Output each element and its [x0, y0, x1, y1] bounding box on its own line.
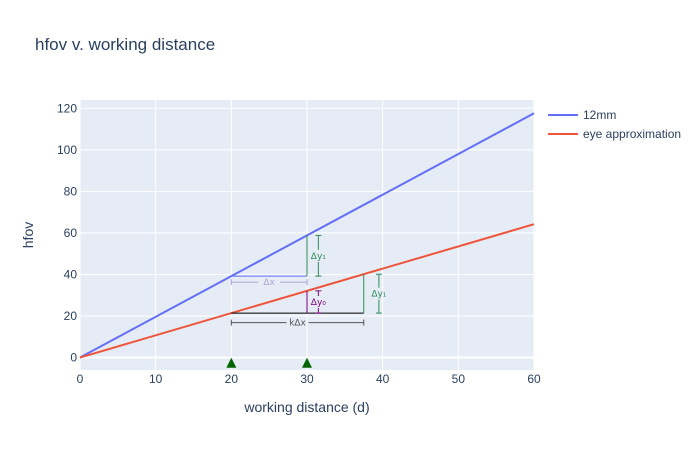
- annotation-label: Δy₀: [311, 298, 326, 308]
- x-tick-label: 30: [300, 372, 314, 386]
- x-tick-label: 60: [527, 372, 541, 386]
- annotation-bracket: kΔx: [230, 319, 365, 329]
- annotation-label: Δx: [263, 278, 275, 288]
- x-axis-title: working distance (d): [243, 399, 369, 415]
- annotation-layer: Δx Δy₁ Δy₀ Δy₁ kΔx: [230, 234, 387, 329]
- series-line: [79, 112, 535, 359]
- legend-label: 12mm: [583, 108, 616, 122]
- x-tick-label: 0: [77, 372, 84, 386]
- x-axis-ticks: 0 10 20 30 40 50 60: [77, 372, 541, 386]
- legend-item[interactable]: 12mm: [548, 108, 616, 122]
- annotation-bracket: Δy₁: [371, 273, 387, 314]
- y-tick-label: 100: [57, 143, 77, 157]
- x-tick-label: 40: [376, 372, 390, 386]
- marker-triangle: [226, 357, 237, 368]
- y-tick-label: 80: [64, 184, 78, 198]
- y-tick-label: 60: [64, 226, 78, 240]
- annotation-label: Δy₁: [371, 290, 386, 300]
- y-axis-title: hfov: [20, 222, 36, 248]
- marker-triangle: [302, 357, 312, 368]
- y-tick-label: 40: [64, 267, 78, 281]
- annotation-label: Δy₁: [311, 252, 326, 262]
- annotation-bracket: Δy₁: [311, 234, 326, 277]
- x-tick-label: 10: [149, 372, 163, 386]
- annotation-lines: [231, 235, 365, 314]
- legend-item[interactable]: eye approximation: [548, 127, 681, 141]
- x-tick-label: 50: [452, 372, 466, 386]
- x-tick-label: 20: [225, 372, 239, 386]
- y-tick-label: 120: [57, 101, 77, 115]
- annotation-bracket: Δy₀: [311, 290, 326, 314]
- annotation-bracket: Δx: [230, 278, 308, 288]
- marker-layer: [226, 357, 312, 368]
- y-tick-label: 20: [64, 309, 78, 323]
- legend[interactable]: 12mm eye approximation: [548, 108, 681, 141]
- annotation-label: kΔx: [289, 319, 306, 329]
- legend-label: eye approximation: [583, 127, 681, 141]
- chart-title: hfov v. working distance: [35, 35, 215, 54]
- y-tick-label: 0: [70, 351, 77, 365]
- y-axis-ticks: 0 20 40 60 80 100 120: [57, 101, 77, 364]
